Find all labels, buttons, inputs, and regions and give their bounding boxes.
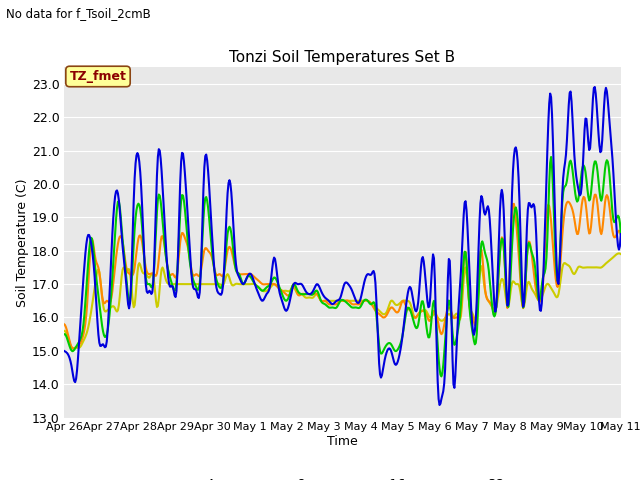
Text: No data for f_Tsoil_2cmB: No data for f_Tsoil_2cmB bbox=[6, 7, 151, 20]
X-axis label: Time: Time bbox=[327, 434, 358, 447]
Title: Tonzi Soil Temperatures Set B: Tonzi Soil Temperatures Set B bbox=[229, 49, 456, 65]
Y-axis label: Soil Temperature (C): Soil Temperature (C) bbox=[16, 178, 29, 307]
Text: TZ_fmet: TZ_fmet bbox=[70, 70, 127, 83]
Legend: -4cm, -8cm, -16cm, -32cm: -4cm, -8cm, -16cm, -32cm bbox=[156, 473, 529, 480]
